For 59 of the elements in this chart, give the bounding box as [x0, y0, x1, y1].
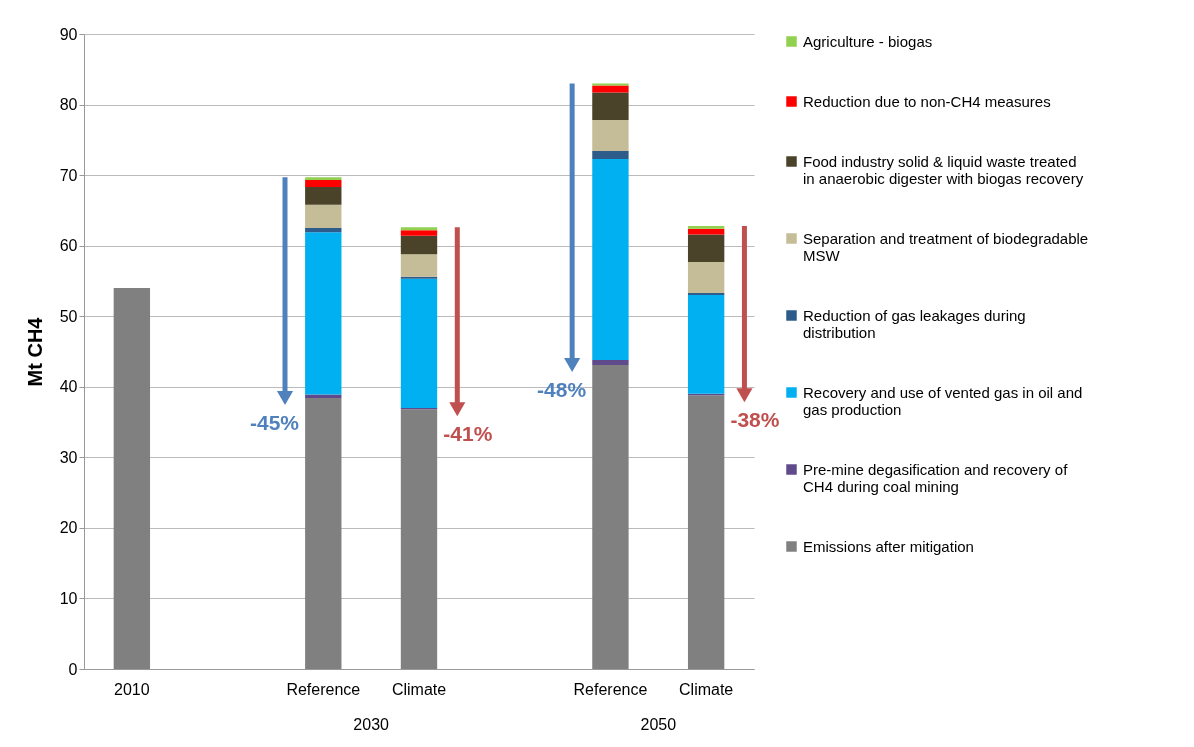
legend-label: Recovery and use of vented gas in oil and gas production [803, 383, 1083, 418]
bar [687, 225, 725, 229]
x-tick-label: Reference [573, 680, 648, 698]
y-tick-label: 90 [59, 25, 78, 43]
bar [305, 177, 342, 181]
bar [592, 120, 629, 152]
legend-label: Pre-mine degasification and recovery of CH4 during coal mining [803, 460, 1069, 495]
bar [400, 227, 438, 231]
annotation: -45% [249, 411, 300, 435]
bar [305, 232, 342, 395]
bar [592, 83, 629, 86]
bar [687, 295, 725, 394]
x-tick-label: 2010 [114, 680, 150, 698]
legend-label: Emissions after mitigation [803, 537, 974, 555]
bar [400, 409, 438, 669]
y-tick-label: 40 [59, 378, 78, 396]
annotation: -38% [730, 408, 780, 432]
y-tick-label: 70 [59, 166, 78, 184]
y-tick-label: 50 [59, 307, 78, 325]
annotation: -48% [537, 377, 587, 401]
bar [305, 398, 342, 669]
y-axis-title: Mt CH4 [23, 316, 46, 387]
bar [400, 235, 438, 255]
legend-label: Reduction of gas leakages during distribution [803, 306, 1026, 341]
bar [305, 204, 342, 229]
bar [592, 85, 629, 93]
legend-label: Agriculture - biogas [803, 32, 933, 50]
text: 2030 [353, 716, 390, 733]
bar [592, 92, 629, 121]
bar [305, 180, 342, 188]
bar [687, 292, 725, 296]
x-tick-label: Reference [286, 680, 361, 698]
bar [305, 187, 342, 205]
bar [592, 364, 629, 669]
bar [687, 395, 725, 669]
bar [400, 230, 438, 236]
text: 2050 [640, 716, 677, 733]
legend-label: Food industry solid & liquid waste treated in anaerobic digester with biogas recovery [803, 152, 1084, 187]
bar [400, 276, 438, 279]
x-tick-label: Climate [391, 680, 447, 698]
bar [305, 228, 342, 233]
legend-label: Separation and treatment of biodegradable MSW [803, 229, 1089, 264]
bar [113, 288, 151, 669]
y-tick-label: 10 [59, 589, 78, 607]
bar [400, 278, 438, 408]
y-tick-label: 30 [59, 448, 78, 466]
bar [687, 234, 725, 262]
y-tick-label: 0 [68, 660, 78, 678]
legend-label: Reduction due to non-CH4 measures [803, 92, 1051, 110]
x-tick-label: Climate [679, 680, 734, 698]
bar [592, 359, 629, 365]
bar [400, 254, 438, 277]
y-tick-label: 60 [59, 237, 78, 255]
annotation: -41% [443, 422, 493, 446]
y-tick-label: 80 [59, 96, 78, 114]
bar [592, 158, 629, 360]
bar [592, 151, 629, 159]
y-tick-label: 20 [59, 519, 78, 537]
bar [687, 261, 725, 293]
